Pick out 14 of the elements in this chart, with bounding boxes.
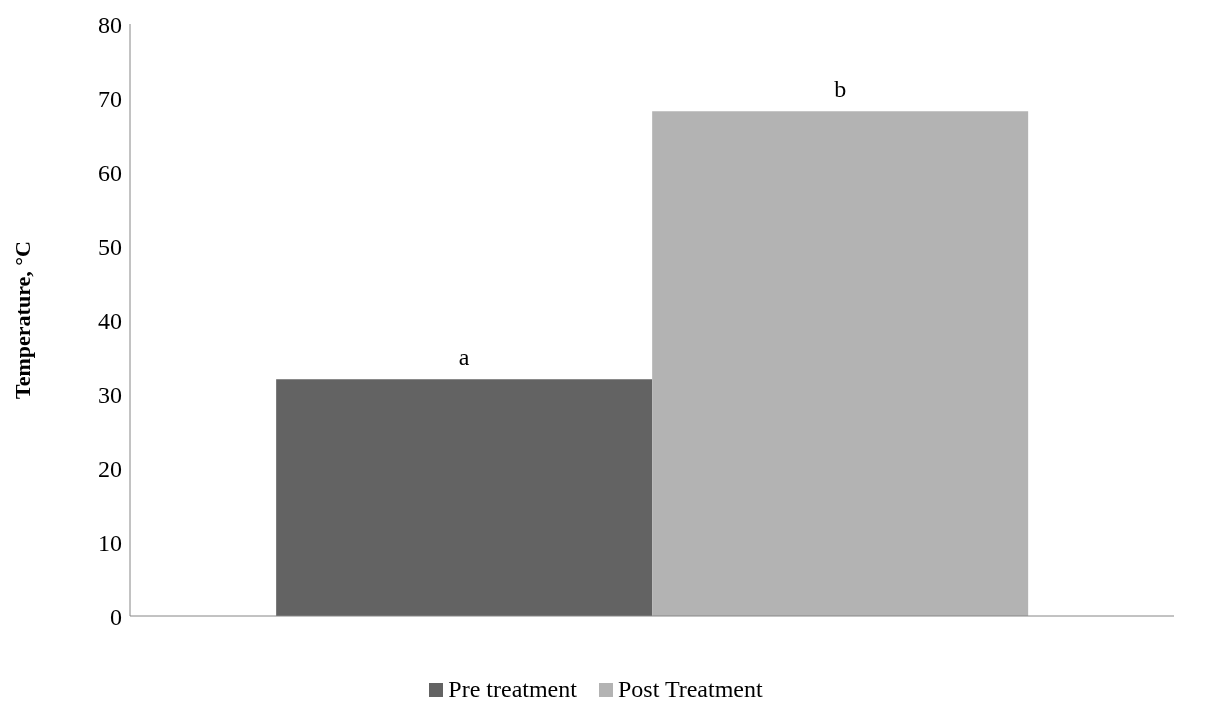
y-tick-label: 0 (110, 603, 122, 630)
legend-label: Pre treatment (447, 676, 577, 703)
y-tick-label: 70 (98, 85, 122, 112)
y-tick-label: 20 (98, 455, 122, 482)
annotation: a (458, 344, 470, 371)
y-tick-label: 60 (98, 159, 122, 186)
annotation: b (834, 76, 847, 103)
y-tick-label: 10 (98, 529, 122, 556)
y-tick-label: 80 (98, 11, 122, 38)
y-tick-label: 50 (98, 233, 122, 260)
y-axis-title: Temperature, °C (9, 241, 35, 399)
y-tick-label: 40 (98, 307, 122, 334)
y-tick-label: 30 (98, 381, 122, 408)
legend-label: Post Treatment (616, 676, 763, 703)
